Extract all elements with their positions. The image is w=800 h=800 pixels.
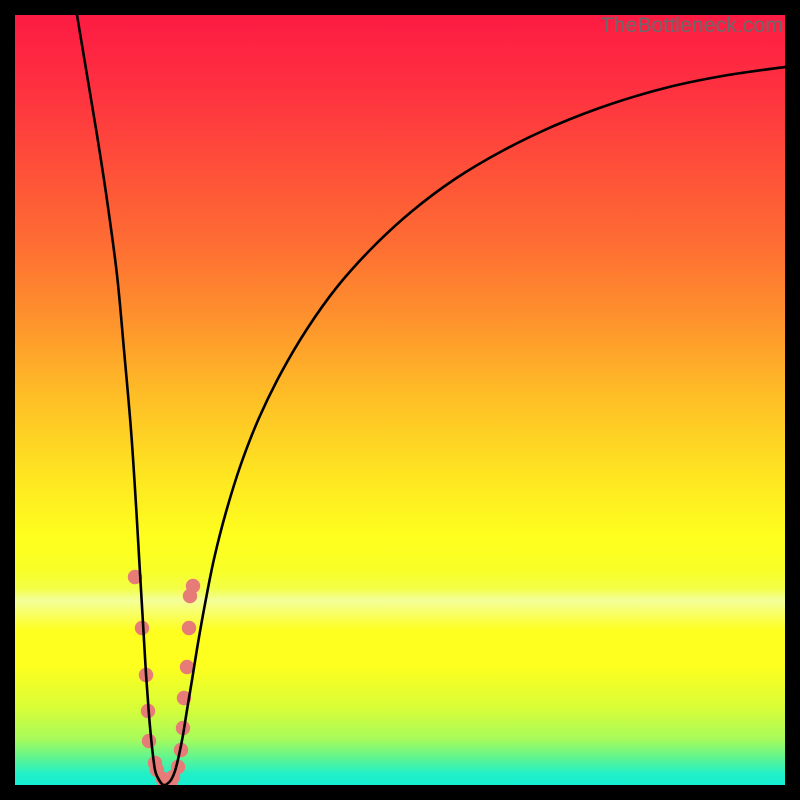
dots-cluster — [128, 570, 200, 785]
data-dot — [186, 579, 200, 593]
plot-area: TheBottleneck.com — [15, 15, 785, 785]
data-dot — [182, 621, 196, 635]
curve-layer — [15, 15, 785, 785]
chart-root: TheBottleneck.com — [0, 0, 800, 800]
data-dot — [142, 734, 156, 748]
watermark-text: TheBottleneck.com — [600, 13, 783, 38]
